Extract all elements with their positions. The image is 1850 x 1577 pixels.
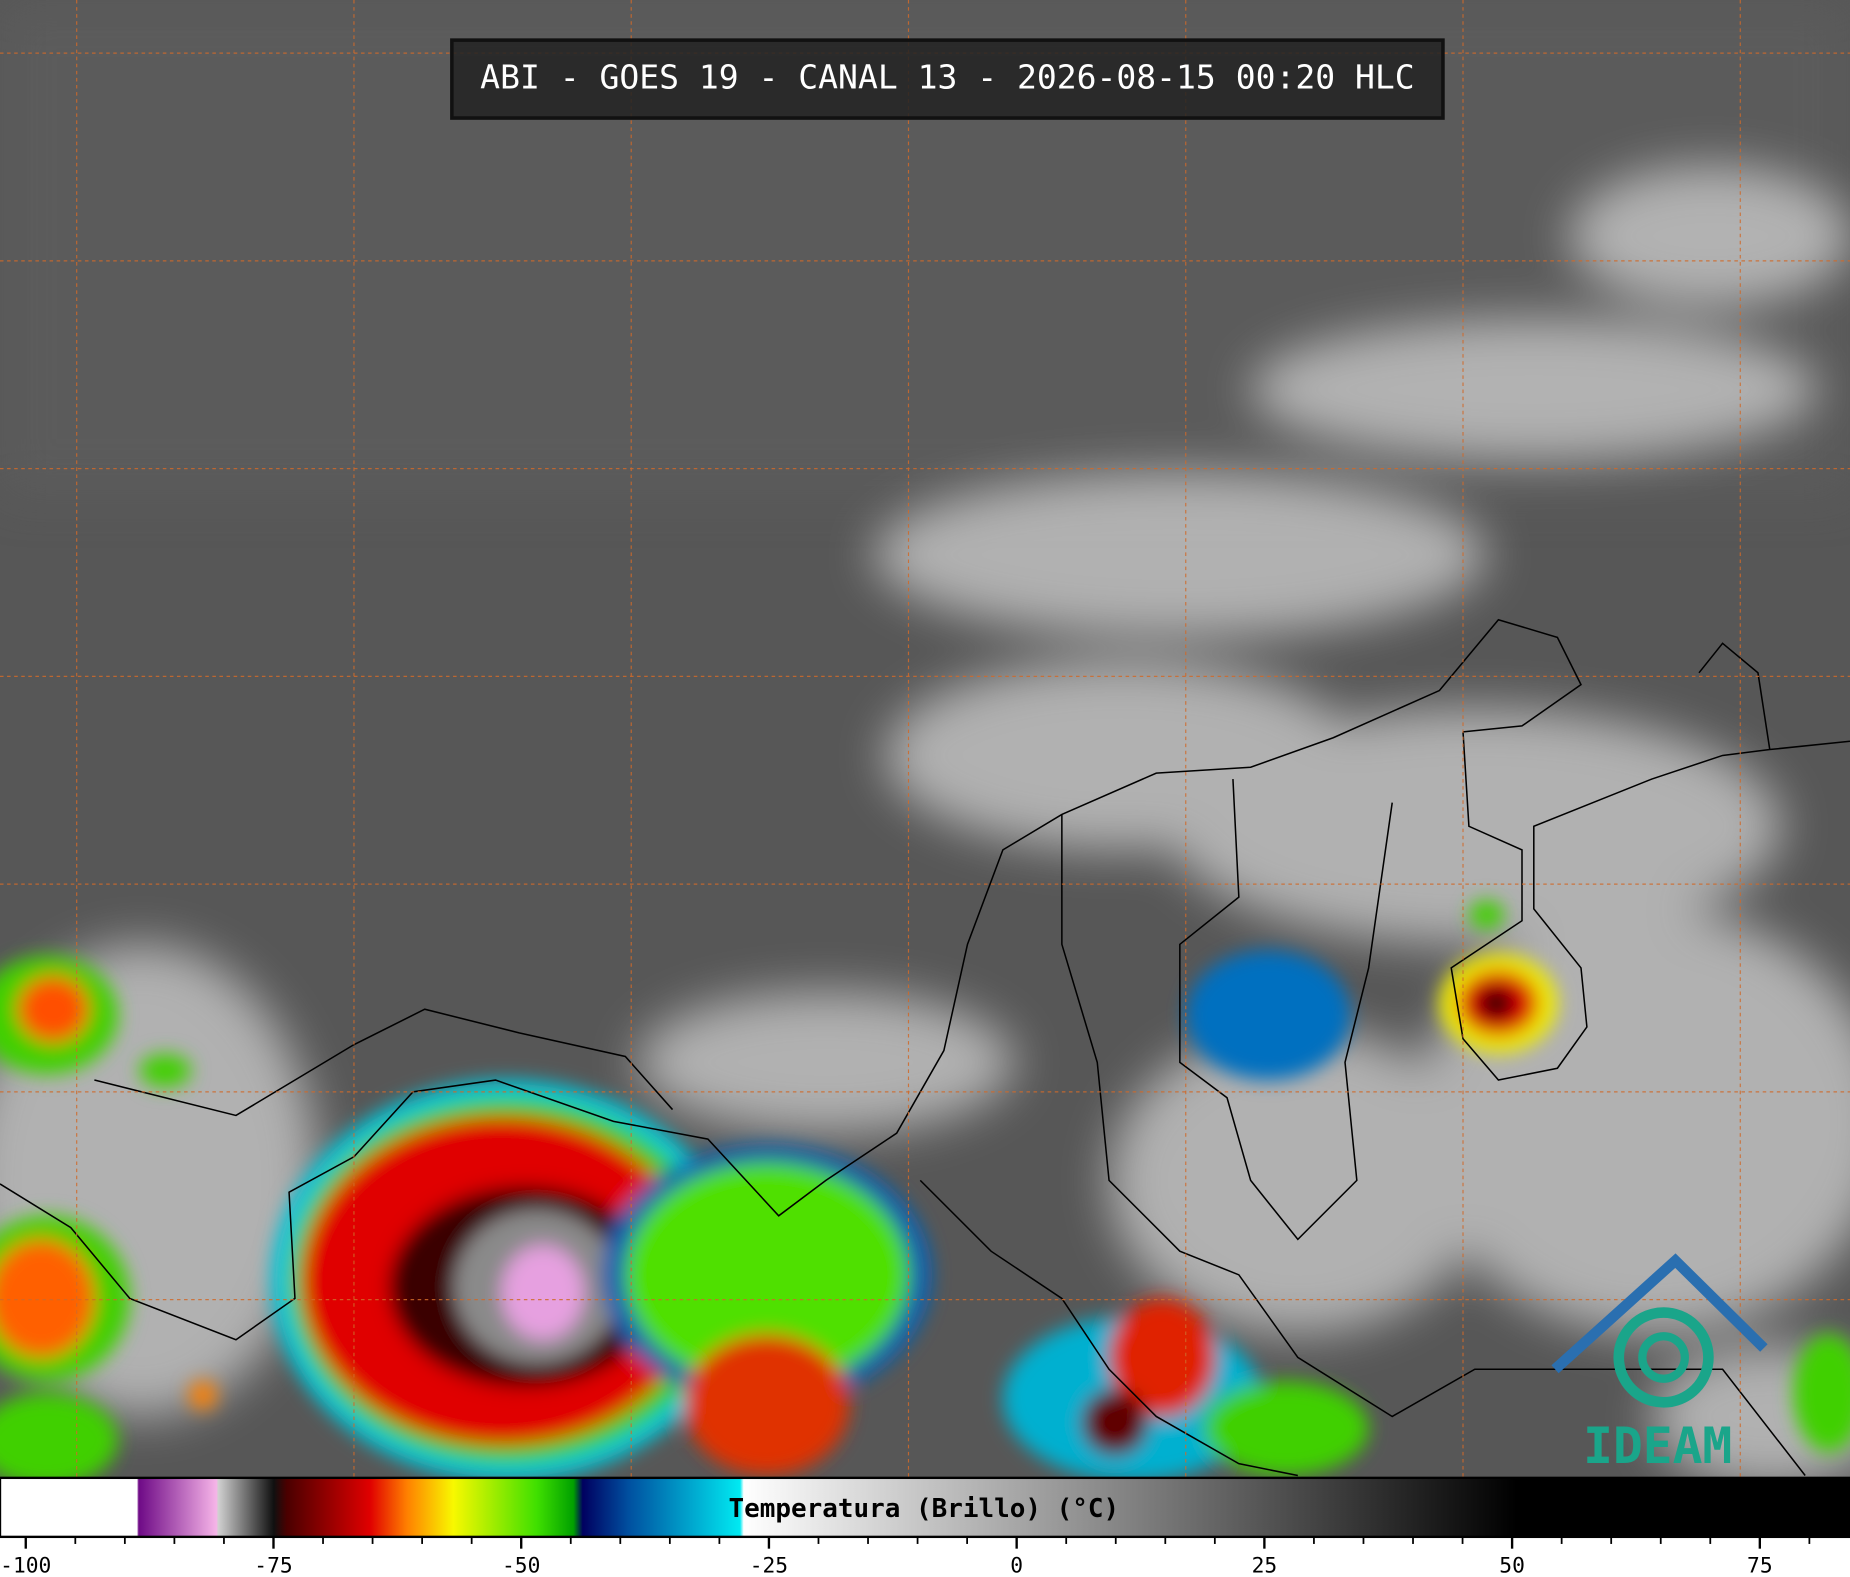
- colorbar-tick-label: -50: [502, 1553, 540, 1577]
- colorbar-tick-label: -75: [254, 1553, 292, 1577]
- colorbar-tick-label: -100: [0, 1553, 51, 1577]
- colorbar-tick-label: 0: [1010, 1553, 1023, 1577]
- coastlines: [0, 618, 1850, 1477]
- colorbar-label: Temperatura (Brillo) (°C): [729, 1494, 1120, 1524]
- colorbar-tick-label: 25: [1252, 1553, 1278, 1577]
- logo-text: IDEAM: [1583, 1417, 1732, 1475]
- colorbar-tick-label: 75: [1747, 1553, 1773, 1577]
- graticule: [0, 0, 1850, 1478]
- colorbar-tick-label: 50: [1499, 1553, 1525, 1577]
- title-box: ABI - GOES 19 - CANAL 13 - 2026-08-15 00…: [450, 38, 1445, 120]
- logo: IDEAM: [1551, 1253, 1768, 1475]
- satellite-image: [0, 0, 1850, 1488]
- colorbar-tick-label: -25: [750, 1553, 788, 1577]
- title: ABI - GOES 19 - CANAL 13 - 2026-08-15 00…: [480, 58, 1414, 97]
- colorbar: Temperatura (Brillo) (°C) -100 -75 -50 -25 0…: [0, 1476, 1850, 1577]
